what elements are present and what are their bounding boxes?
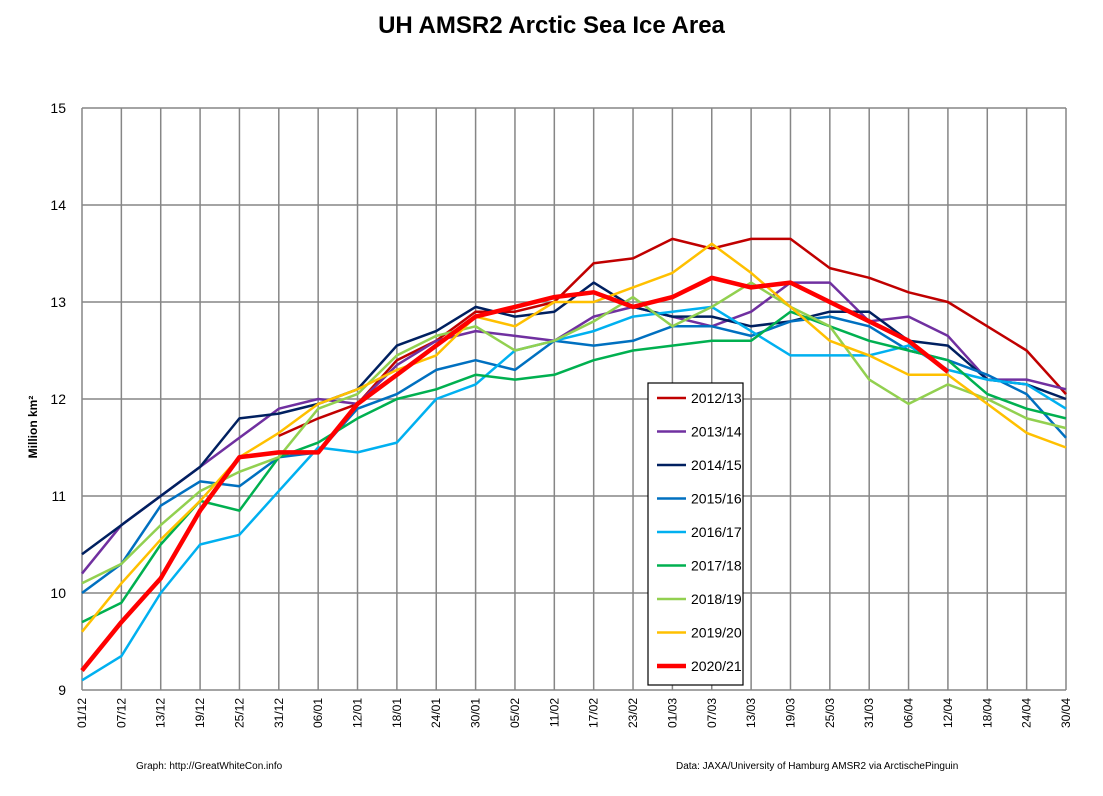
x-tick-label: 19/03 bbox=[783, 698, 797, 728]
x-tick-label: 13/12 bbox=[154, 698, 168, 728]
legend-label: 2012/13 bbox=[691, 390, 742, 406]
legend-box bbox=[647, 382, 744, 686]
series-line-2013-14 bbox=[81, 281, 1067, 575]
x-tick-label: 07/03 bbox=[705, 698, 719, 728]
y-tick-label: 14 bbox=[50, 197, 66, 213]
y-tick-label: 15 bbox=[50, 100, 66, 116]
x-tick-label: 11/02 bbox=[547, 698, 561, 727]
x-tick-label: 31/03 bbox=[862, 698, 876, 728]
x-tick-label: 13/03 bbox=[744, 698, 758, 728]
x-tick-label: 31/12 bbox=[272, 698, 286, 728]
legend-label: 2016/17 bbox=[691, 524, 742, 540]
series-line-2014-15 bbox=[81, 281, 1067, 556]
series-line-2019-20 bbox=[81, 242, 1067, 633]
x-tick-label: 23/02 bbox=[626, 698, 640, 728]
x-tick-label: 12/04 bbox=[941, 698, 955, 728]
footer-credit: Graph: http://GreatWhiteCon.info bbox=[136, 761, 283, 772]
footer-source: Data: JAXA/University of Hamburg AMSR2 v… bbox=[676, 761, 959, 772]
x-tick-label: 07/12 bbox=[114, 698, 128, 728]
x-tick-label: 30/01 bbox=[469, 698, 483, 728]
x-tick-label: 25/12 bbox=[232, 698, 246, 728]
y-tick-label: 13 bbox=[50, 294, 66, 310]
x-tick-label: 01/12 bbox=[75, 698, 89, 728]
x-tick-label: 12/01 bbox=[351, 698, 365, 728]
series-line-2015-16 bbox=[81, 315, 1067, 595]
x-tick-label: 01/03 bbox=[665, 698, 679, 728]
x-tick-label: 18/04 bbox=[980, 698, 994, 728]
legend-label: 2018/19 bbox=[691, 591, 742, 607]
x-tick-label: 30/04 bbox=[1059, 698, 1073, 728]
legend: 2012/13 2013/14 2014/15 2015/16 2016/17 2017/… bbox=[647, 382, 744, 686]
y-tick-label: 9 bbox=[58, 682, 66, 698]
x-tick-label: 24/04 bbox=[1020, 698, 1034, 728]
series-line-2017-18 bbox=[81, 310, 1067, 624]
legend-label: 2019/20 bbox=[691, 625, 742, 641]
legend-label: 2015/16 bbox=[691, 491, 742, 507]
chart-title: UH AMSR2 Arctic Sea Ice Area bbox=[378, 12, 725, 39]
x-tick-label: 18/01 bbox=[390, 698, 404, 728]
x-tick-label: 19/12 bbox=[193, 698, 207, 728]
x-tick-label: 17/02 bbox=[587, 698, 601, 728]
x-tick-label: 06/01 bbox=[311, 698, 325, 728]
series-line-2020-21 bbox=[80, 275, 950, 673]
y-tick-label: 10 bbox=[50, 585, 66, 601]
legend-label: 2013/14 bbox=[691, 424, 742, 440]
y-tick-label: 12 bbox=[50, 391, 66, 407]
series-line-2018-19 bbox=[81, 281, 1067, 585]
series-line-2012-13 bbox=[278, 237, 1067, 438]
legend-label: 2017/18 bbox=[691, 558, 742, 574]
x-tick-label: 24/01 bbox=[429, 698, 443, 728]
series-line-2016-17 bbox=[81, 305, 1067, 682]
y-tick-label: 11 bbox=[51, 488, 66, 504]
x-tick-label: 05/02 bbox=[508, 698, 522, 728]
legend-label: 2020/21 bbox=[691, 658, 742, 674]
x-tick-label: 06/04 bbox=[902, 698, 916, 728]
legend-label: 2014/15 bbox=[691, 457, 742, 473]
x-tick-label: 25/03 bbox=[823, 698, 837, 728]
